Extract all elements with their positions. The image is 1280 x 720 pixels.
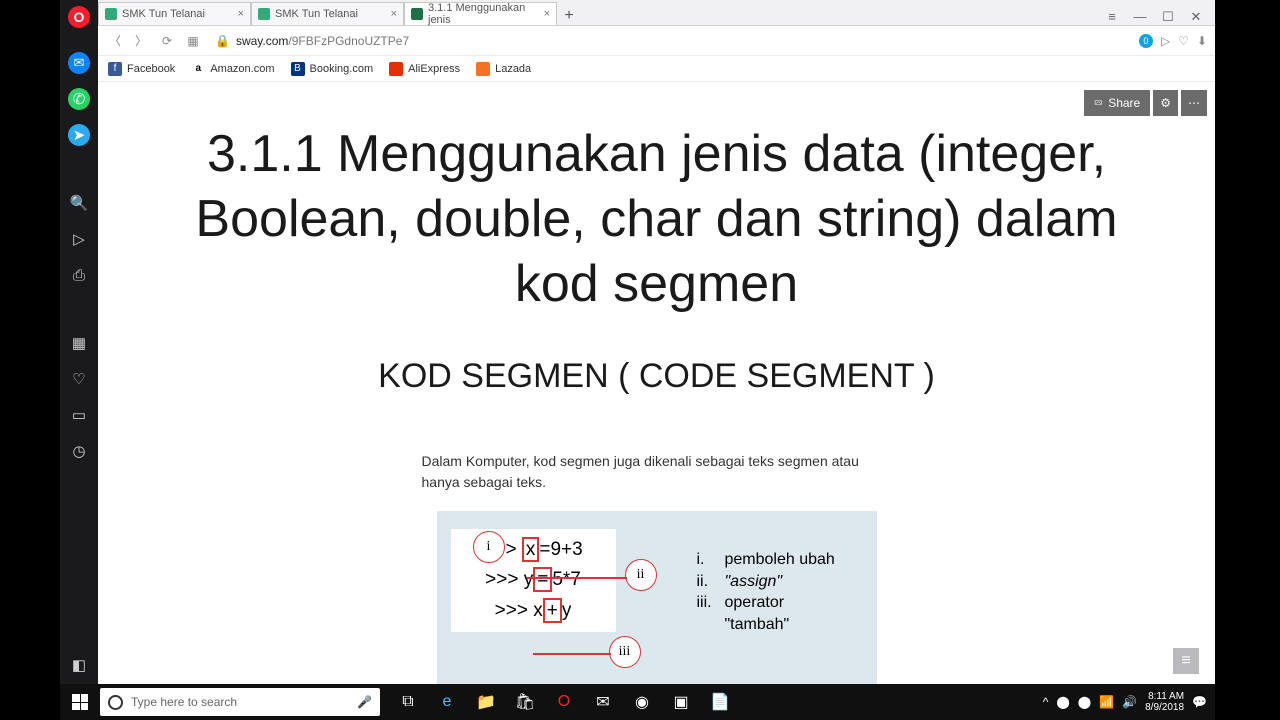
share-icon: ⮹ xyxy=(1094,96,1104,111)
maximize-icon[interactable]: ☐ xyxy=(1159,9,1177,25)
opera-sidebar: O ✉ ✆ ➤ 🔍 ▷ ⎙ ▦ ♡ ▭ ◷ ◧ xyxy=(60,0,98,684)
page-title: 3.1.1 Menggunakan jenis data (integer, B… xyxy=(158,122,1155,317)
opera-logo[interactable]: O xyxy=(68,6,90,28)
tray-icon[interactable]: ⬤ xyxy=(1078,695,1091,709)
url-text: sway.com/9FBFzPGdnoUZTPe7 xyxy=(236,34,409,48)
gear-icon: ⚙ xyxy=(1160,96,1171,110)
tab-label: SMK Tun Telanai xyxy=(122,8,205,20)
search-icon[interactable]: 🔍 xyxy=(68,192,90,214)
badge-ii: ii xyxy=(625,559,657,591)
heart-icon[interactable]: ♡ xyxy=(1178,34,1189,48)
bookmark-facebook[interactable]: fFacebook xyxy=(108,62,175,76)
page-subtitle: KOD SEGMEN ( CODE SEGMENT ) xyxy=(158,357,1155,396)
store-icon[interactable]: 🛍 xyxy=(507,684,543,720)
app-icon[interactable]: 📄 xyxy=(702,684,738,720)
page-content: ⮹Share ⚙ ⋯ 3.1.1 Menggunakan jenis data … xyxy=(98,82,1215,684)
vpn-icon[interactable]: ▷ xyxy=(1161,34,1170,48)
heart-icon[interactable]: ♡ xyxy=(68,368,90,390)
forward-icon[interactable]: 〉 xyxy=(132,32,150,49)
mic-icon[interactable]: 🎤 xyxy=(357,695,372,709)
tray-icon[interactable]: ⬤ xyxy=(1056,695,1069,709)
tab[interactable]: SMK Tun Telanai × xyxy=(98,2,251,25)
bookmark-aliexpress[interactable]: AliExpress xyxy=(389,62,460,76)
close-icon[interactable]: × xyxy=(391,8,397,20)
whatsapp-icon[interactable]: ✆ xyxy=(68,88,90,110)
tab[interactable]: 3.1.1 Menggunakan jenis × xyxy=(404,2,557,25)
page-description: Dalam Komputer, kod segmen juga dikenali… xyxy=(422,451,892,493)
taskbar-search[interactable]: Type here to search 🎤 xyxy=(100,688,380,716)
play-icon[interactable]: ▷ xyxy=(68,228,90,250)
opera-taskbar-icon[interactable]: O xyxy=(546,684,582,720)
edge-icon[interactable]: e xyxy=(429,684,465,720)
mail-icon[interactable]: ✉ xyxy=(585,684,621,720)
bookmark-lazada[interactable]: Lazada xyxy=(476,62,531,76)
close-icon[interactable]: × xyxy=(544,8,550,20)
task-view-icon[interactable]: ⧉ xyxy=(390,684,426,720)
start-button[interactable] xyxy=(60,684,100,720)
more-icon: ⋯ xyxy=(1188,96,1200,110)
download-icon[interactable]: ⬇ xyxy=(1197,34,1207,48)
app-icon[interactable]: ▣ xyxy=(663,684,699,720)
code-diagram: >>> x=9+3 >>> y=5*7 >>> x+y i ii iii i.p… xyxy=(437,511,877,684)
settings-button[interactable]: ⚙ xyxy=(1153,90,1178,116)
connector xyxy=(527,577,627,579)
close-window-icon[interactable]: ✕ xyxy=(1187,9,1205,25)
ad-badge[interactable]: 0 xyxy=(1139,34,1153,48)
minimize-icon[interactable]: — xyxy=(1131,9,1149,25)
cortana-icon xyxy=(108,695,123,710)
search-placeholder: Type here to search xyxy=(131,695,237,709)
bookmarks-bar: fFacebook aAmazon.com BBooking.com AliEx… xyxy=(98,56,1215,82)
close-icon[interactable]: × xyxy=(238,8,244,20)
tab-label: 3.1.1 Menggunakan jenis xyxy=(428,2,539,26)
taskbar-clock[interactable]: 8:11 AM 8/9/2018 xyxy=(1145,691,1184,713)
notifications-icon[interactable]: 💬 xyxy=(1192,695,1207,709)
taskbar: Type here to search 🎤 ⧉ e 📁 🛍 O ✉ ◉ ▣ 📄 … xyxy=(60,684,1215,720)
speeddial-icon[interactable]: ▦ xyxy=(68,332,90,354)
bookmark-booking[interactable]: BBooking.com xyxy=(291,62,374,76)
explorer-icon[interactable]: 📁 xyxy=(468,684,504,720)
share-button[interactable]: ⮹Share xyxy=(1084,90,1151,116)
app-icon[interactable]: ◉ xyxy=(624,684,660,720)
snapshot-icon[interactable]: ⎙ xyxy=(68,264,90,286)
more-button[interactable]: ⋯ xyxy=(1181,90,1207,116)
volume-icon[interactable]: 🔊 xyxy=(1122,695,1137,709)
address-bar: 〈 〉 ⟳ ▦ 🔒 sway.com/9FBFzPGdnoUZTPe7 0 ▷ … xyxy=(98,26,1215,56)
reload-icon[interactable]: ⟳ xyxy=(158,34,176,48)
browser-window: SMK Tun Telanai × SMK Tun Telanai × 3.1.1 … xyxy=(98,0,1215,684)
url-field[interactable]: 🔒 sway.com/9FBFzPGdnoUZTPe7 xyxy=(210,31,1131,51)
badge-i: i xyxy=(473,531,505,563)
badge-iii: iii xyxy=(609,636,641,668)
lock-icon: 🔒 xyxy=(215,34,230,48)
tray-chevron-icon[interactable]: ^ xyxy=(1043,695,1049,709)
tab[interactable]: SMK Tun Telanai × xyxy=(251,2,404,25)
outline-button[interactable]: ≡ xyxy=(1173,648,1199,674)
speed-dial-icon[interactable]: ▦ xyxy=(184,34,202,48)
history-icon[interactable]: ◷ xyxy=(68,440,90,462)
tab-label: SMK Tun Telanai xyxy=(275,8,358,20)
wifi-icon[interactable]: 📶 xyxy=(1099,695,1114,709)
sidebar-toggle-icon[interactable]: ◧ xyxy=(68,654,90,676)
messenger-icon[interactable]: ✉ xyxy=(68,52,90,74)
diagram-legend: i.pemboleh ubah ii."assign" iii.operator… xyxy=(697,549,835,635)
back-icon[interactable]: 〈 xyxy=(106,32,124,49)
menu-icon[interactable]: ≡ xyxy=(1103,9,1121,25)
tab-bar: SMK Tun Telanai × SMK Tun Telanai × 3.1.1 … xyxy=(98,0,1215,26)
telegram-icon[interactable]: ➤ xyxy=(68,124,90,146)
bookmark-amazon[interactable]: aAmazon.com xyxy=(191,62,274,76)
new-tab-button[interactable]: + xyxy=(557,7,581,25)
news-icon[interactable]: ▭ xyxy=(68,404,90,426)
connector xyxy=(533,653,611,655)
